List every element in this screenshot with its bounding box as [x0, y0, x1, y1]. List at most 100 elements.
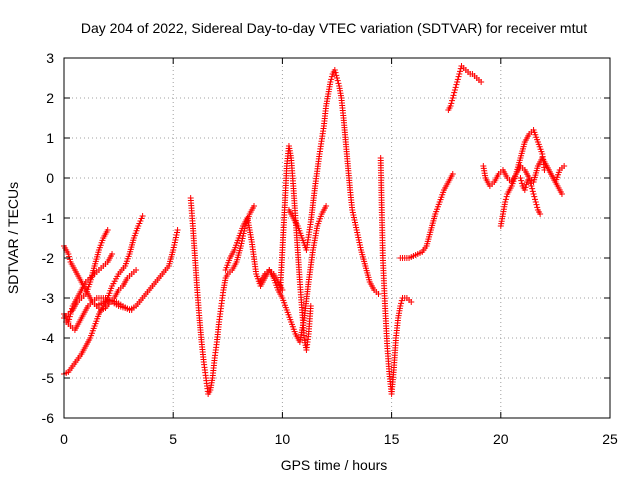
- data-point: [251, 203, 258, 209]
- data-point: [529, 188, 536, 195]
- data-point: [530, 191, 537, 197]
- y-tick-label: -3: [42, 290, 55, 306]
- data-point: [335, 80, 342, 87]
- data-point: [332, 69, 339, 76]
- y-tick-label: 2: [46, 90, 54, 106]
- y-tick-label: -1: [42, 210, 55, 226]
- data-point: [532, 199, 539, 205]
- series-track-7: [187, 195, 258, 397]
- series-track-18: [541, 159, 565, 197]
- data-point: [527, 180, 534, 187]
- data-point: [69, 305, 76, 312]
- data-point: [526, 177, 533, 184]
- data-point: [534, 204, 541, 211]
- data-point: [454, 79, 461, 85]
- data-point: [68, 308, 75, 315]
- data-point: [449, 95, 456, 101]
- data-point: [561, 163, 568, 169]
- data-point: [528, 183, 535, 189]
- data-point: [67, 311, 74, 317]
- data-point: [451, 89, 458, 96]
- data-point: [397, 303, 404, 309]
- x-axis-label: GPS time / hours: [281, 457, 388, 473]
- x-tick-label: 0: [60, 431, 68, 447]
- data-point: [133, 267, 140, 273]
- x-tick-label: 5: [169, 431, 177, 447]
- data-point: [333, 72, 340, 79]
- series-track-11: [285, 67, 382, 297]
- data-point: [537, 211, 544, 217]
- data-point: [449, 97, 456, 104]
- data-point: [455, 73, 462, 80]
- data-point: [375, 291, 382, 297]
- data-point: [408, 299, 415, 305]
- y-tick-label: 1: [46, 130, 54, 146]
- data-point: [139, 213, 146, 219]
- y-tick-label: -5: [42, 370, 55, 386]
- data-point: [398, 297, 405, 304]
- data-point: [454, 76, 461, 83]
- series-track-6: [93, 227, 181, 313]
- data-point: [457, 68, 464, 75]
- data-point: [447, 103, 454, 109]
- data-point: [503, 193, 510, 200]
- data-point: [502, 199, 509, 205]
- data-point: [518, 177, 525, 184]
- data-point: [531, 193, 538, 200]
- data-point: [66, 313, 73, 320]
- data-point: [104, 227, 111, 233]
- data-point: [66, 256, 73, 263]
- data-point: [533, 201, 540, 208]
- y-tick-label: -6: [42, 410, 55, 426]
- data-point: [323, 203, 330, 209]
- x-tick-label: 20: [493, 431, 509, 447]
- data-point: [307, 303, 314, 309]
- data-point: [502, 196, 509, 203]
- data-marks: [61, 63, 568, 397]
- chart-title: Day 204 of 2022, Sidereal Day-to-day VTE…: [81, 20, 587, 36]
- series-track-16: [497, 127, 548, 229]
- x-tick-label: 10: [275, 431, 291, 447]
- data-point: [328, 73, 335, 80]
- data-point: [457, 65, 464, 72]
- data-point: [65, 251, 72, 257]
- data-point: [522, 184, 529, 191]
- y-tick-label: -2: [42, 250, 55, 266]
- data-point: [451, 87, 458, 93]
- data-point: [517, 175, 524, 181]
- data-point: [532, 196, 539, 203]
- x-tick-label: 25: [602, 431, 618, 447]
- series-track-13: [397, 171, 456, 261]
- data-point: [529, 185, 536, 192]
- data-point: [448, 100, 455, 107]
- data-point: [174, 227, 181, 233]
- series-track-15: [480, 155, 568, 189]
- data-point: [521, 187, 528, 193]
- axes: 0 5 10 15 20 25 -6 -5 -4 -3 -2 -1 0 1 2 3: [42, 50, 618, 447]
- data-point: [449, 171, 456, 177]
- data-point: [66, 253, 73, 260]
- data-point: [453, 81, 460, 88]
- series-track-8: [222, 215, 286, 293]
- y-tick-label: 3: [46, 50, 54, 66]
- series-track-10: [277, 143, 314, 353]
- data-point: [334, 75, 340, 81]
- data-point: [450, 92, 457, 99]
- data-point: [526, 175, 533, 181]
- data-point: [66, 316, 73, 323]
- series-track-12: [377, 155, 415, 397]
- data-point: [328, 76, 335, 83]
- series-track-9: [257, 203, 330, 345]
- data-point: [109, 251, 116, 257]
- data-point: [334, 77, 341, 84]
- series-track-14: [445, 63, 485, 113]
- series-track-3: [61, 251, 116, 325]
- grid-lines: [64, 58, 610, 418]
- x-tick-label: 15: [384, 431, 400, 447]
- data-point: [558, 191, 565, 197]
- data-point: [398, 300, 405, 307]
- data-point: [523, 181, 530, 188]
- data-point: [478, 79, 485, 85]
- data-point: [518, 180, 525, 187]
